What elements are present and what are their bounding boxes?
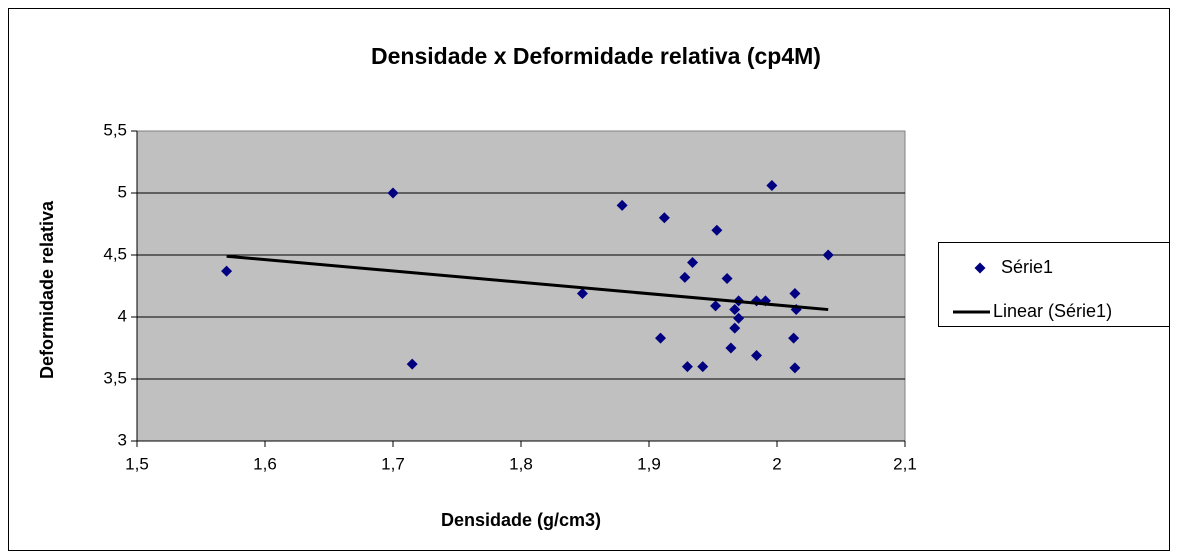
point <box>733 312 745 324</box>
x-tick-label: 1,6 <box>253 454 277 473</box>
legend-label: Linear (Série1) <box>993 301 1112 321</box>
point <box>655 332 667 344</box>
point <box>576 287 588 299</box>
point <box>406 358 418 370</box>
x-tick-label: 1,9 <box>637 454 661 473</box>
point <box>687 256 699 268</box>
x-tick-label: 1,8 <box>509 454 533 473</box>
point <box>221 265 233 277</box>
point <box>387 187 399 199</box>
point <box>710 300 722 312</box>
trend-line <box>226 254 829 312</box>
y-tick-label: 3 <box>118 430 127 449</box>
point <box>616 199 628 211</box>
point <box>658 212 670 224</box>
point <box>822 249 834 261</box>
y-tick-label: 3,5 <box>103 368 127 387</box>
y-tick-label: 4,5 <box>103 244 127 263</box>
x-tick-label: 1,7 <box>381 454 405 473</box>
point <box>725 342 737 354</box>
y-tick-label: 4 <box>118 306 127 325</box>
legend-swatch <box>974 262 986 274</box>
legend-label: Série1 <box>1001 257 1053 277</box>
point <box>679 271 691 283</box>
point <box>721 273 733 285</box>
point <box>789 287 801 299</box>
point <box>788 332 800 344</box>
point <box>729 304 741 316</box>
x-tick-label: 1,5 <box>125 454 149 473</box>
x-tick-label: 2,1 <box>893 454 917 473</box>
plot-area <box>136 130 906 442</box>
point <box>789 362 801 374</box>
x-axis-label: Densidade (g/cm3) <box>441 510 601 530</box>
point <box>681 361 693 373</box>
y-tick-label: 5 <box>118 182 127 201</box>
y-tick-label: 5,5 <box>103 120 127 139</box>
point <box>697 361 709 373</box>
point <box>751 349 763 361</box>
point <box>729 322 741 334</box>
y-axis-label: Deformidade relativa <box>37 200 57 379</box>
x-tick-label: 2 <box>772 454 781 473</box>
point <box>711 224 723 236</box>
chart-title: Densidade x Deformidade relativa (cp4M) <box>371 43 821 69</box>
point <box>766 180 778 192</box>
